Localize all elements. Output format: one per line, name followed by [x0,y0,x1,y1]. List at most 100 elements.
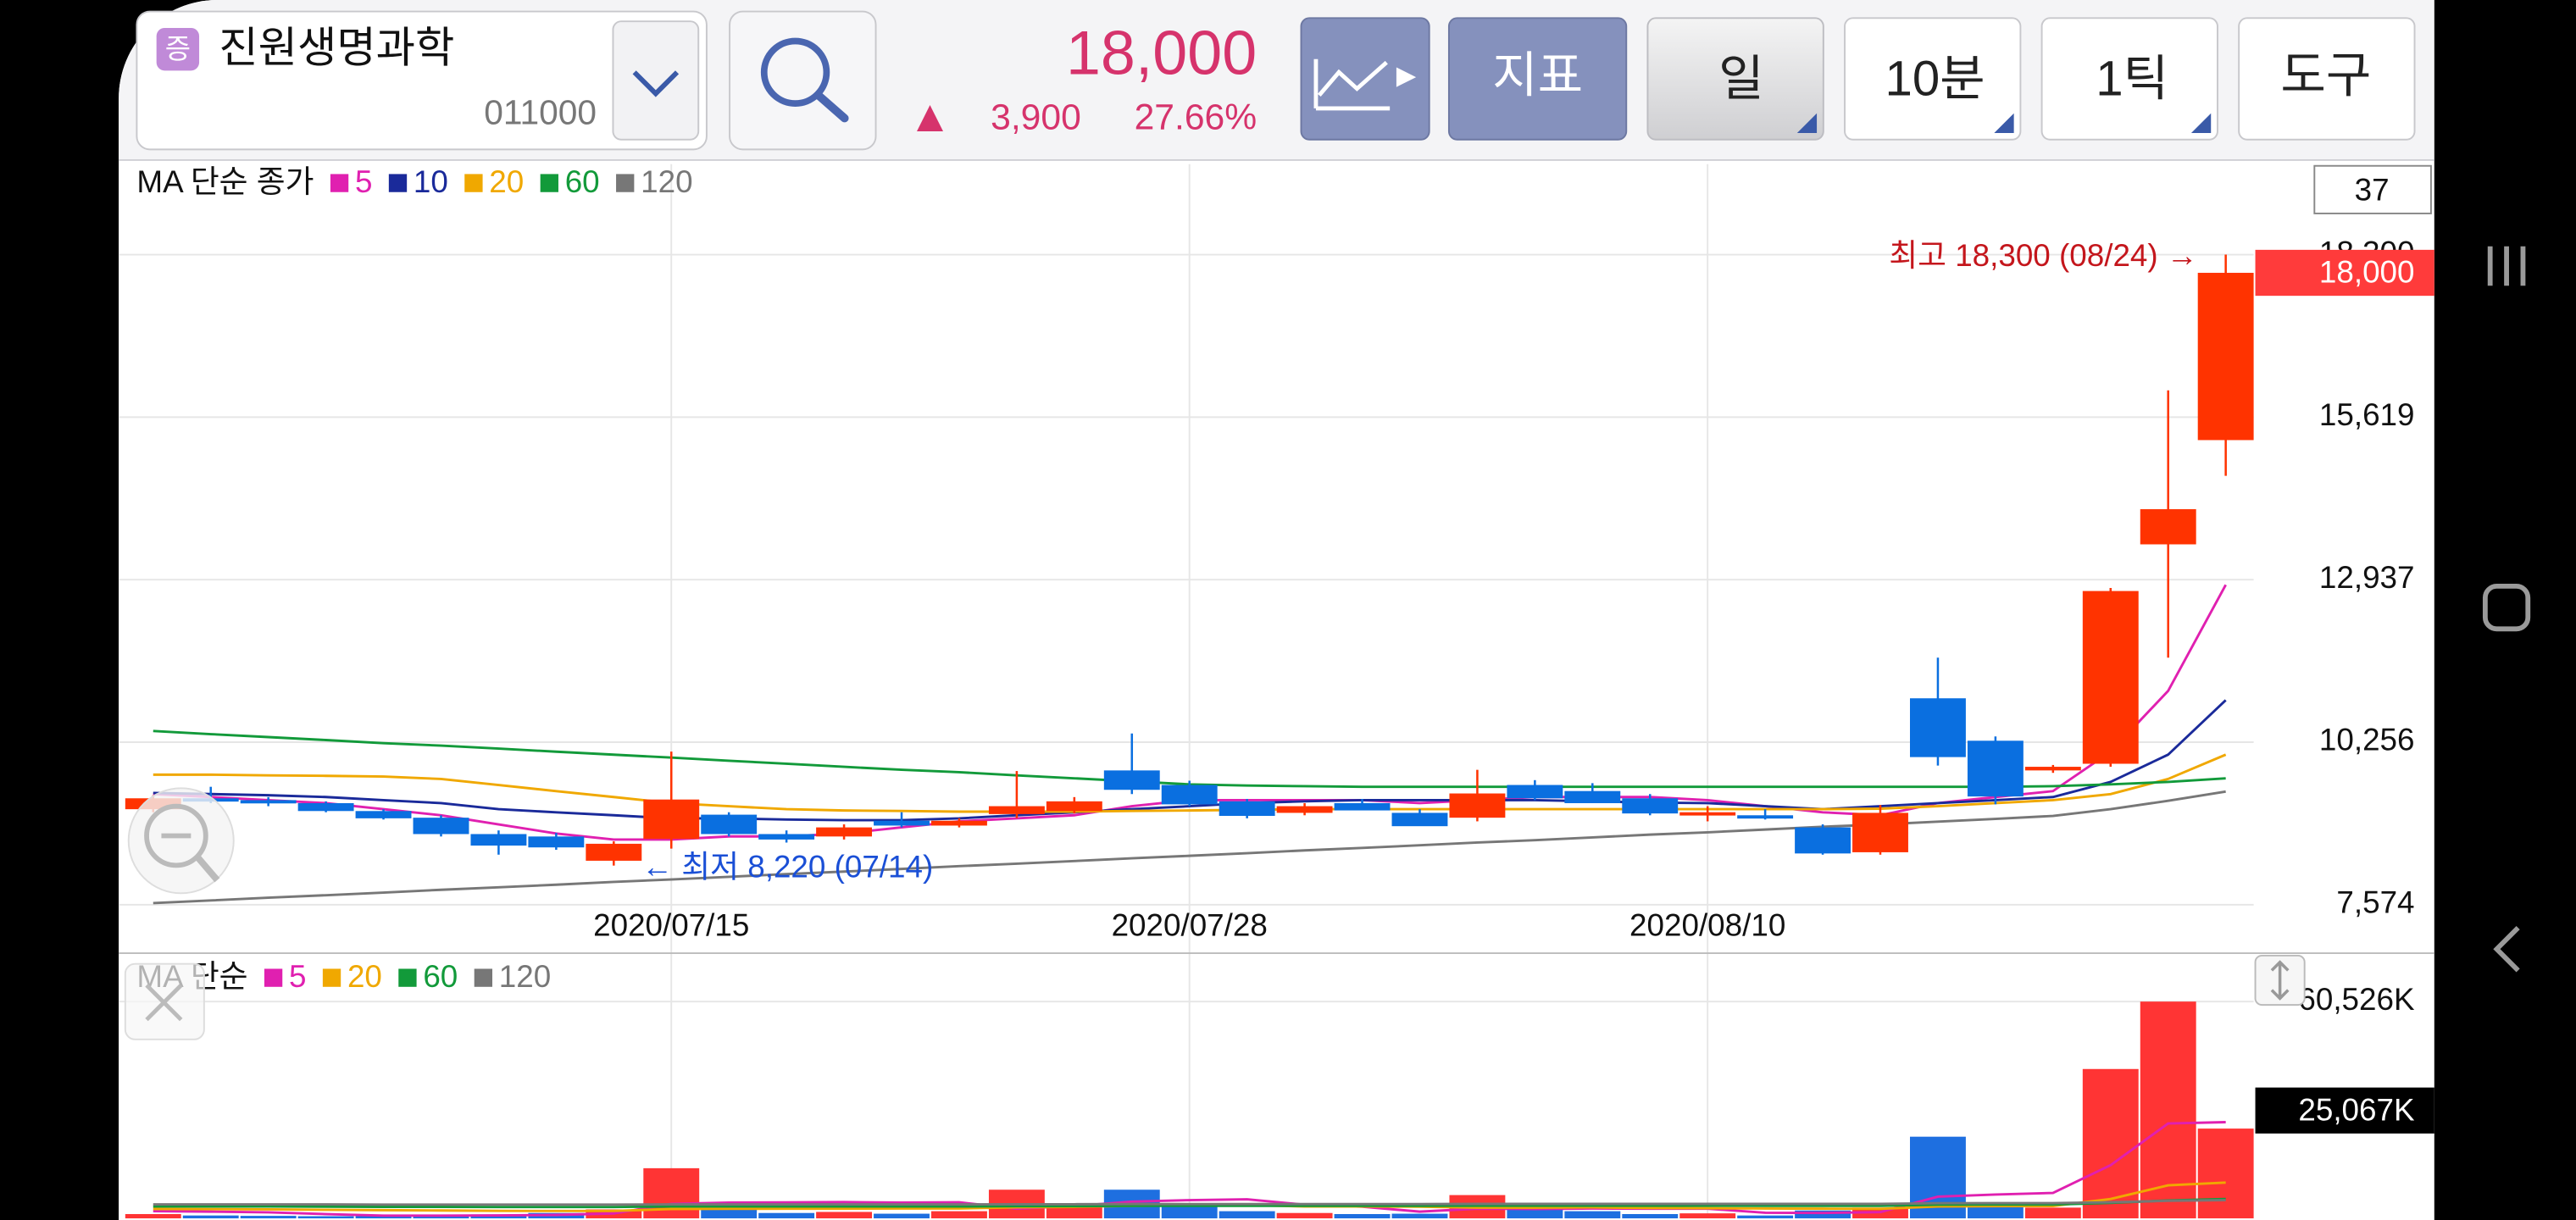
market-badge [156,27,200,71]
volume-bar [1679,1213,1736,1219]
legend-label: 5 [355,164,372,199]
candle-body [2024,767,2081,771]
search-button[interactable] [729,10,877,151]
y-tick-label: 60,526K [2298,982,2415,1017]
ma-line [153,1121,2226,1217]
candle-body [1737,815,1794,819]
home-button[interactable] [2482,583,2531,632]
candle-body [701,814,758,835]
candle-body [240,800,297,804]
volume-bar [182,1215,239,1219]
current-price-marker [2255,249,2434,297]
legend-label: 20 [347,959,382,994]
recent-apps-button[interactable] [2487,246,2526,286]
app-area [119,0,2434,1220]
legend-label: 120 [641,164,692,199]
candle-body [2140,509,2196,545]
volume-bar [125,1213,181,1219]
volume-bar [2082,1068,2139,1219]
volume-bar [931,1211,987,1219]
volume-bar [1737,1215,1794,1219]
candle-body [1276,806,1333,813]
volume-bar [1219,1211,1275,1219]
low-annotation: ← 최저 8,220 (07/14) [641,849,933,884]
zoom-out-icon [195,855,220,883]
search-icon [760,37,830,107]
legend-swatch [388,174,408,192]
legend-swatch [540,174,558,192]
candle-body [988,806,1045,814]
stock-name: 진원생명과학 [219,23,454,71]
volume-bar [1334,1213,1391,1219]
candle-body [297,802,354,812]
tick-button[interactable] [2040,17,2218,141]
back-button[interactable] [2493,925,2520,973]
legend-label: 20 [489,164,524,199]
indicator-button-label[interactable]: 지표 [1492,47,1583,103]
candle-body [586,843,642,861]
candle-body [758,834,815,840]
volume-bar [297,1216,354,1219]
y-tick-label: 7,574 [2336,885,2414,920]
ma-line [153,1197,2226,1209]
tool-button[interactable] [2238,17,2416,141]
candle-body [643,799,700,840]
volume-bar [2024,1207,2081,1219]
legend-swatch [464,174,483,192]
legend-label: 10 [414,164,448,199]
candle-body [1103,770,1160,790]
candle-body [1161,785,1218,805]
volume-bar [1795,1210,1852,1219]
close-icon [145,984,183,1022]
price-chart: 7,57410,25612,93715,61918,3002020/07/152… [119,164,2434,1219]
volume-bar [1276,1212,1333,1219]
candle-body [931,820,987,826]
tool-button-label[interactable]: 도구 [2280,47,2371,103]
volume-bar [355,1216,412,1219]
candle-body [1046,801,1102,812]
tick-button-label[interactable]: 1틱 [2096,51,2168,106]
dropdown-button[interactable] [612,20,700,141]
candle-body [2197,273,2254,441]
current-price: 18,000 [1066,17,1257,87]
stock-search-box[interactable] [136,10,708,151]
legend-title: MA 단순 종가 [136,164,314,199]
legend-swatch [474,968,493,987]
volume-bar [701,1208,758,1219]
current-volume-marker [2255,1087,2434,1134]
volume-bar [874,1213,930,1219]
candle-body [1334,802,1391,811]
period-button[interactable] [1646,17,1824,141]
legend-swatch [616,174,635,192]
period-button-label[interactable]: 일 [1718,51,1763,106]
candle-body [1852,812,1908,852]
market-badge-text: 증 [165,33,191,64]
high-annotation: 최고 18,300 (08/24) → [1889,238,2197,273]
candle-body [528,836,585,848]
candle-body [1449,793,1506,818]
minute-button[interactable] [1844,17,2022,141]
volume-bar [1564,1211,1621,1219]
minute-button-label[interactable]: 10분 [1885,51,1985,106]
indicator-button[interactable] [1447,17,1628,141]
volume-bar [1161,1206,1218,1219]
candle-body [1564,790,1621,803]
resize-icon [2270,960,2290,1001]
volume-bar [816,1212,873,1219]
legend-swatch [398,968,417,987]
chart-type-icon [1313,58,1391,111]
volume-bar [1391,1213,1448,1219]
stock-code: 011000 [484,92,597,131]
chevron-icon [632,70,680,97]
volume-bar [2197,1128,2254,1219]
zoom-out-icon [144,803,208,868]
candle-body [1967,740,2024,797]
y-tick-label: 15,619 [2319,397,2415,432]
x-tick-label: 2020/08/10 [1629,908,1785,943]
current-volume-label: 25,067K [2298,1092,2415,1127]
candle-body [816,827,873,837]
search-icon-handle [813,91,849,123]
candle-body [1909,698,1966,757]
